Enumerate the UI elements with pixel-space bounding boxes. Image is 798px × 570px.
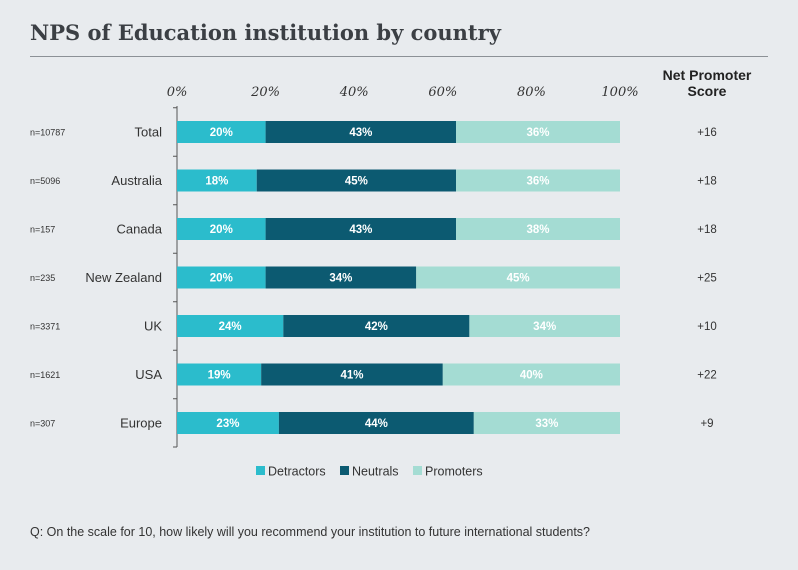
x-tick-label: 40% <box>339 85 369 100</box>
bar-segment-promoters <box>456 169 620 192</box>
sample-size-label: n=307 <box>30 419 55 429</box>
sample-size-label: n=3371 <box>30 322 60 332</box>
bar-segment-neutrals <box>278 412 474 434</box>
bar-segment-detractors <box>177 363 262 386</box>
bar-segment-detractors <box>177 266 266 289</box>
net-promoter-score: +18 <box>697 224 717 236</box>
bar-segment-detractors <box>177 121 266 143</box>
legend-label: Detractors <box>268 465 326 479</box>
net-promoter-score: +22 <box>697 370 717 382</box>
data-label: 43% <box>349 127 372 139</box>
data-label: 44% <box>365 418 388 430</box>
data-label: 34% <box>329 273 352 285</box>
x-tick-label: 80% <box>517 85 546 100</box>
legend-swatch <box>340 466 349 475</box>
data-label: 18% <box>205 176 228 188</box>
bar-segment-neutrals <box>265 218 457 240</box>
bar-segment-detractors <box>177 218 266 240</box>
category-label: New Zealand <box>85 270 162 285</box>
sample-size-label: n=5096 <box>30 176 60 186</box>
data-label: 42% <box>365 321 388 333</box>
category-label: Canada <box>116 222 162 237</box>
title-divider <box>30 56 768 57</box>
bar-segment-neutrals <box>265 266 417 289</box>
x-tick-label: 20% <box>250 85 280 100</box>
bar-segment-detractors <box>177 169 257 192</box>
data-label: 36% <box>527 127 550 139</box>
data-label: 20% <box>210 273 233 285</box>
data-label: 38% <box>527 224 550 236</box>
category-label: USA <box>135 367 162 382</box>
net-promoter-score: +16 <box>697 127 717 139</box>
net-promoter-score: +9 <box>700 418 713 430</box>
bar-segment-promoters <box>469 315 620 337</box>
data-label: 41% <box>340 370 363 382</box>
x-tick-label: 60% <box>428 85 457 100</box>
data-label: 20% <box>210 224 233 236</box>
data-label: 34% <box>533 321 556 333</box>
data-label: 24% <box>219 321 242 333</box>
net-promoter-score: +18 <box>697 176 717 188</box>
survey-question: Q: On the scale for 10, how likely will … <box>30 525 591 539</box>
bar-segment-detractors <box>177 315 284 337</box>
bar-segment-promoters <box>416 266 620 289</box>
legend-label: Neutrals <box>352 465 399 479</box>
data-label: 36% <box>527 176 550 188</box>
bar-segment-neutrals <box>283 315 470 337</box>
data-label: 45% <box>345 176 368 188</box>
legend-swatch <box>413 466 422 475</box>
x-tick-label: 0% <box>167 85 188 100</box>
nps-column-header: Net Promoter Score <box>662 67 752 99</box>
bar-segment-neutrals <box>265 121 457 143</box>
bar-segment-promoters <box>473 412 620 434</box>
data-label: 33% <box>535 418 558 430</box>
bar-segment-promoters <box>456 218 620 240</box>
category-label: Australia <box>111 173 162 188</box>
x-tick-label: 100% <box>601 85 638 100</box>
data-label: 40% <box>520 370 543 382</box>
bar-segment-neutrals <box>261 363 443 386</box>
net-promoter-score: +25 <box>697 273 717 285</box>
category-label: Europe <box>120 416 162 431</box>
data-label: 20% <box>210 127 233 139</box>
sample-size-label: n=157 <box>30 225 55 235</box>
bar-segment-neutrals <box>256 169 457 192</box>
sample-size-label: n=235 <box>30 273 55 283</box>
sample-size-label: n=10787 <box>30 128 65 138</box>
legend-label: Promoters <box>425 465 483 479</box>
category-label: Total <box>135 125 163 140</box>
bar-segment-detractors <box>177 412 279 434</box>
category-label: UK <box>144 319 162 334</box>
data-label: 19% <box>208 370 231 382</box>
sample-size-label: n=1621 <box>30 370 60 380</box>
bar-segment-promoters <box>442 363 620 386</box>
net-promoter-score: +10 <box>697 321 717 333</box>
chart-title: NPS of Education institution by country <box>30 20 501 45</box>
legend-swatch <box>256 466 265 475</box>
data-label: 23% <box>216 418 239 430</box>
data-label: 45% <box>507 273 530 285</box>
data-label: 43% <box>349 224 372 236</box>
bar-segment-promoters <box>456 121 620 143</box>
